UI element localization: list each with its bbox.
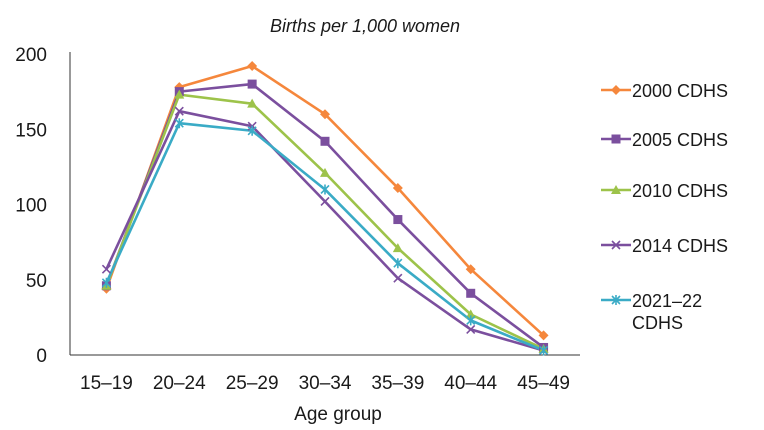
chart-title: Births per 1,000 women: [270, 16, 460, 36]
data-point: [174, 89, 185, 99]
legend-marker: [611, 295, 621, 305]
data-point: [539, 345, 549, 356]
data-point: [465, 309, 476, 319]
x-tick-label: 30–34: [299, 373, 352, 394]
x-tick-label: 25–29: [226, 373, 279, 394]
data-point: [320, 196, 330, 207]
x-tick-label: 35–39: [371, 373, 424, 394]
plot-series: [101, 61, 549, 356]
series-line: [105, 82, 545, 349]
y-axis: 0 50 100 150 200: [15, 45, 71, 367]
data-point: [466, 288, 476, 298]
y-tick-label: 50: [26, 271, 47, 292]
data-point: [393, 273, 403, 283]
legend-label: 2000 CDHS: [632, 81, 728, 101]
data-point: [320, 109, 330, 120]
y-tick-label: 150: [15, 120, 47, 141]
legend-label: 2010 CDHS: [632, 181, 728, 201]
legend-marker: [611, 85, 621, 95]
data-point: [393, 215, 403, 225]
data-point: [393, 258, 403, 269]
x-tick-label: 40–44: [444, 373, 497, 394]
data-point: [538, 330, 549, 341]
data-point: [101, 277, 111, 288]
legend-marker: [611, 185, 621, 194]
legend-label: 2014 CDHS: [632, 236, 728, 256]
data-point: [465, 264, 476, 275]
data-point: [466, 324, 476, 334]
legend: 2000 CDHS 2005 CDHS 2010 CDHS 2014 CDHS 2021…: [601, 81, 728, 333]
data-point: [392, 182, 403, 193]
legend-marker: [611, 134, 621, 144]
series-line: [105, 93, 545, 351]
data-point: [174, 118, 184, 129]
legend-item: 2005 CDHS: [601, 130, 728, 150]
data-point: [247, 61, 258, 72]
x-axis: 15–19 20–24 25–29 30–34 35–39 40–44 45–49: [70, 354, 580, 394]
data-point: [466, 315, 476, 326]
legend-item: 2010 CDHS: [601, 181, 728, 201]
legend-item: 2021–22 CDHS: [601, 291, 702, 333]
y-tick-label: 100: [15, 196, 47, 217]
data-point: [101, 264, 111, 274]
data-point: [174, 106, 184, 116]
y-tick-label: 200: [15, 45, 47, 66]
data-point: [320, 167, 330, 177]
data-point: [320, 184, 330, 195]
x-axis-title: Age group: [294, 404, 382, 425]
series-line: [105, 109, 544, 352]
x-tick-label: 20–24: [153, 373, 206, 394]
y-tick-label: 0: [36, 346, 47, 367]
data-point: [392, 243, 403, 253]
data-point: [247, 125, 257, 136]
data-point: [247, 98, 258, 108]
x-tick-label: 45–49: [517, 373, 570, 394]
legend-item: 2014 CDHS: [601, 236, 728, 256]
legend-label: 2021–22 CDHS: [632, 291, 702, 333]
legend-label: 2005 CDHS: [632, 130, 728, 150]
data-point: [247, 79, 257, 89]
legend-item: 2000 CDHS: [601, 81, 728, 101]
data-point: [320, 136, 330, 146]
x-tick-label: 15–19: [80, 373, 133, 394]
legend-marker: [611, 240, 621, 250]
